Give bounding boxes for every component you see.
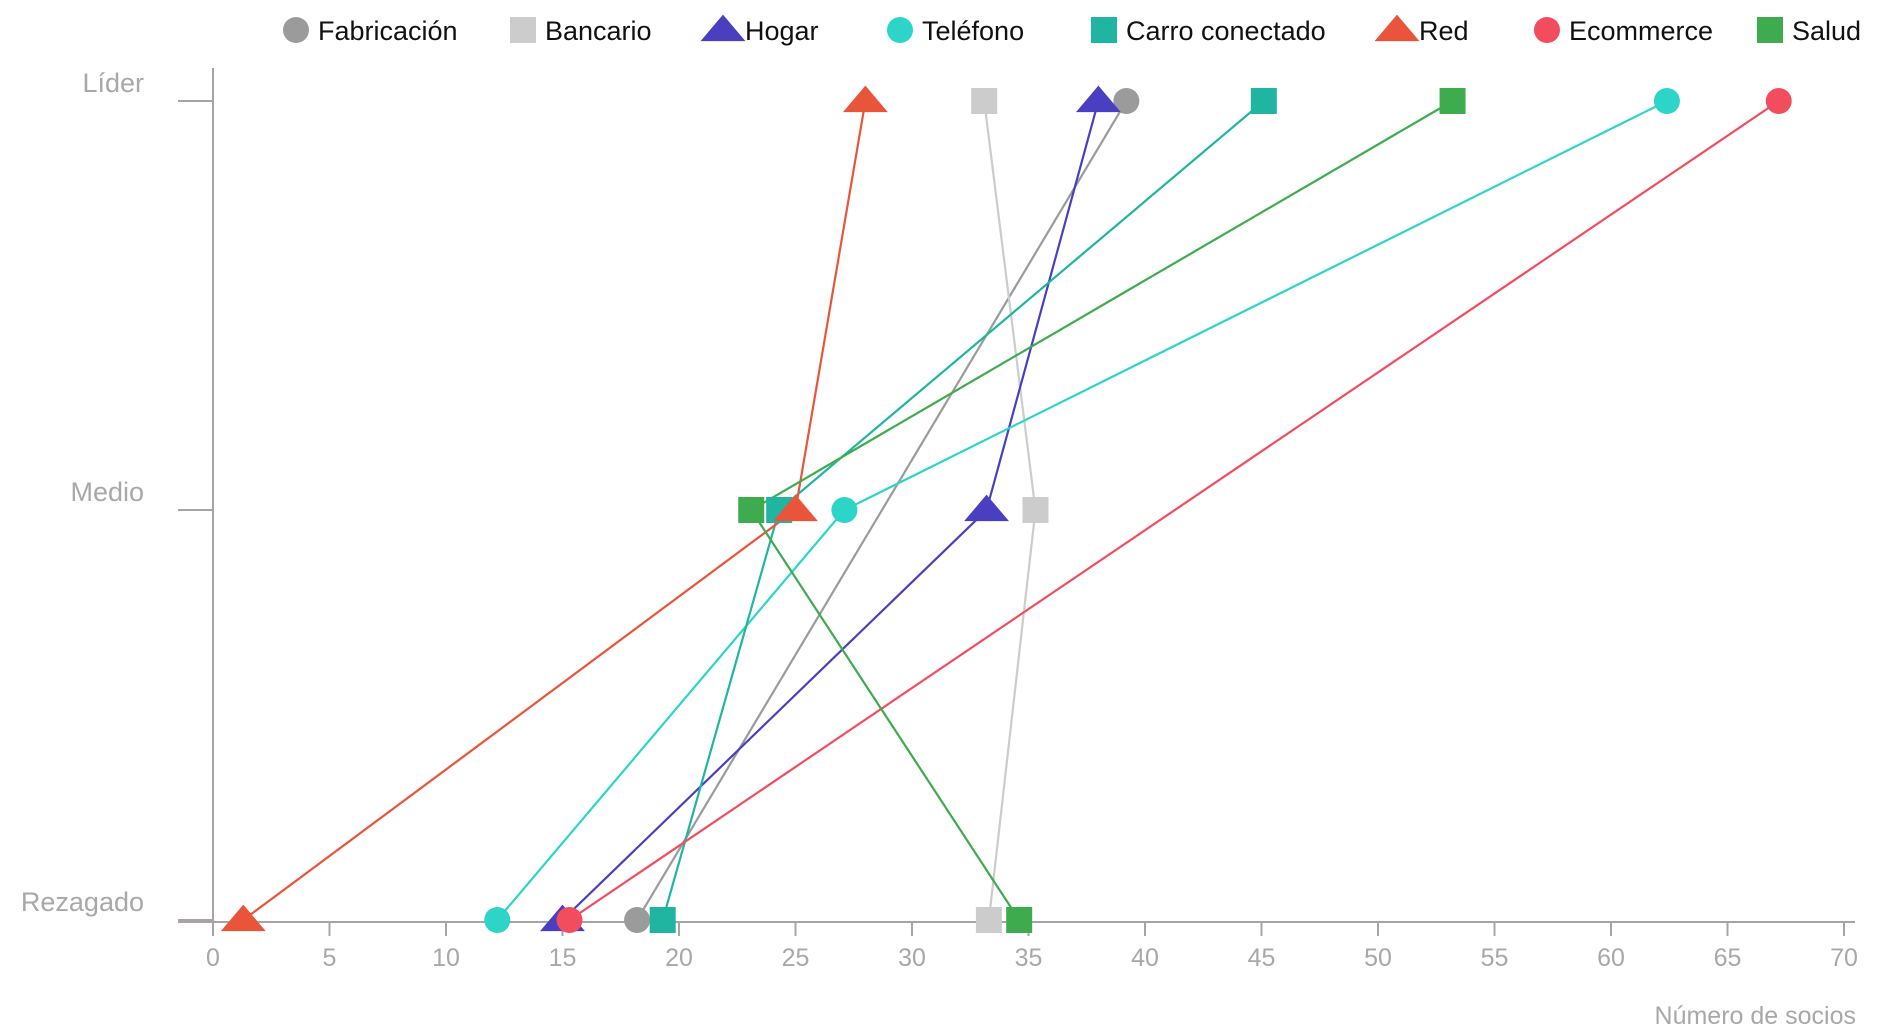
- point-bancario-medio: [1022, 497, 1049, 523]
- legend-item-salud: Salud: [1757, 16, 1861, 46]
- point-red-medio: [773, 494, 818, 522]
- x-axis-title: Número de socios: [1655, 1002, 1856, 1027]
- x-tick-label-65: 65: [1714, 944, 1742, 972]
- legend-item-red: Red: [1374, 14, 1469, 46]
- legend-label-bancario: Bancario: [545, 16, 652, 46]
- legend-item-ecommerce: Ecommerce: [1534, 16, 1713, 46]
- legend-label-ecommerce: Ecommerce: [1569, 16, 1713, 46]
- legend-item-hogar: Hogar: [700, 14, 819, 46]
- axes: Número de socios 0 5 10 15 20 25 30 35 40 45 50 55 6…: [21, 68, 1858, 1027]
- y-tick-label-rezagado: Rezagado: [21, 887, 144, 917]
- legend-marker-salud: [1757, 17, 1783, 43]
- x-tick-label-35: 35: [1015, 944, 1043, 972]
- point-hogar-lider: [1075, 85, 1121, 113]
- point-telefono-medio: [831, 497, 858, 523]
- legend-marker-ecommerce: [1534, 17, 1560, 43]
- series-line-fabricacion: [636, 100, 1128, 921]
- x-tick-label-30: 30: [898, 944, 926, 972]
- x-tick-label-5: 5: [323, 944, 337, 972]
- legend-label-red: Red: [1419, 16, 1469, 46]
- x-tick-label-40: 40: [1131, 944, 1159, 972]
- x-tick-label-60: 60: [1597, 944, 1625, 972]
- point-telefono-lider: [1653, 88, 1680, 114]
- legend-marker-fabricacion: [283, 17, 309, 43]
- x-tick-label-70: 70: [1830, 944, 1858, 972]
- x-tick-label-45: 45: [1248, 944, 1276, 972]
- series-lines: [242, 100, 1780, 921]
- point-red-rezagado: [220, 904, 266, 932]
- legend-item-carro-conectado: Carro conectado: [1091, 16, 1326, 46]
- x-tick-label-55: 55: [1481, 944, 1509, 972]
- point-bancario-lider: [971, 88, 998, 114]
- series-markers: [220, 85, 1792, 933]
- x-tick-label-15: 15: [549, 944, 577, 972]
- y-tick-label-medio: Medio: [70, 477, 144, 507]
- y-tick-label-lider: Líder: [82, 68, 144, 98]
- series-line-ecommerce: [568, 100, 1780, 921]
- point-ecommerce-lider: [1765, 88, 1792, 114]
- point-red-lider: [842, 85, 888, 113]
- x-tick-label-20: 20: [665, 944, 693, 972]
- point-salud-lider: [1439, 88, 1466, 114]
- x-tick-label-25: 25: [782, 944, 810, 972]
- point-bancario-rezagado: [975, 907, 1002, 933]
- x-tick-label-10: 10: [432, 944, 460, 972]
- legend-marker-red: [1374, 14, 1420, 42]
- point-hogar-medio: [964, 494, 1009, 522]
- legend: Fabricación Bancario Hogar Teléfono Carro co…: [283, 14, 1861, 46]
- legend-label-carro-conectado: Carro conectado: [1126, 16, 1326, 46]
- point-ecommerce-rezagado: [556, 907, 583, 933]
- series-line-hogar: [561, 100, 1100, 921]
- point-fabricacion-lider: [1113, 88, 1140, 114]
- legend-item-bancario: Bancario: [510, 16, 652, 46]
- series-line-telefono: [496, 100, 1668, 921]
- point-carro-conectado-rezagado: [649, 907, 676, 933]
- legend-marker-carro-conectado: [1091, 17, 1117, 43]
- legend-item-fabricacion: Fabricación: [283, 16, 458, 46]
- x-tick-label-50: 50: [1364, 944, 1392, 972]
- legend-item-telefono: Teléfono: [887, 16, 1024, 46]
- x-tick-label-0: 0: [206, 944, 220, 972]
- legend-label-fabricacion: Fabricación: [318, 16, 458, 46]
- legend-label-hogar: Hogar: [745, 16, 819, 46]
- legend-marker-telefono: [887, 17, 913, 43]
- legend-label-telefono: Teléfono: [922, 16, 1024, 46]
- legend-marker-hogar: [700, 14, 746, 42]
- point-carro-conectado-lider: [1250, 88, 1277, 114]
- legend-marker-bancario: [510, 17, 536, 43]
- point-fabricacion-rezagado: [624, 907, 651, 933]
- point-salud-rezagado: [1006, 907, 1033, 933]
- point-salud-medio: [738, 497, 765, 523]
- point-telefono-rezagado: [484, 907, 511, 933]
- legend-label-salud: Salud: [1792, 16, 1861, 46]
